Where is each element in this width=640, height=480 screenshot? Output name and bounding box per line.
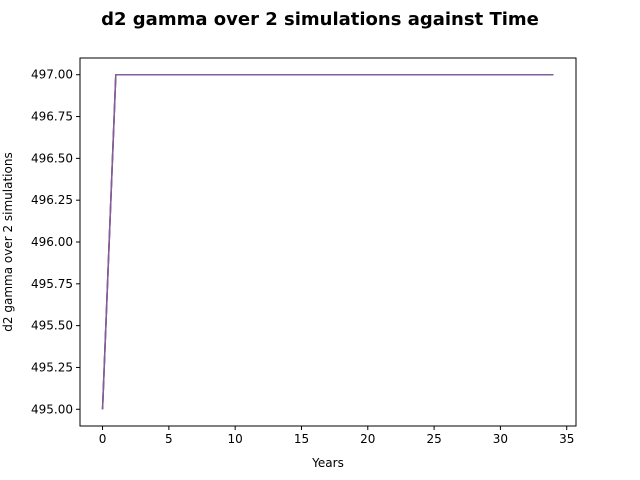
plot-frame [79,57,577,427]
y-axis-label: d2 gamma over 2 simulations [1,152,15,331]
y-tick-label: 495.75 [31,277,73,291]
y-tick-label: 496.50 [31,151,73,165]
y-tick-label: 495.25 [31,360,73,374]
x-tick-label: 30 [493,432,508,446]
y-tick-label: 495.00 [31,402,73,416]
x-tick-label: 15 [294,432,309,446]
y-tick-label: 496.75 [31,110,73,124]
series-layer [101,73,554,410]
y-tick-label: 495.50 [31,319,73,333]
y-tick-label: 497.00 [31,68,73,82]
series-line-3 [101,73,554,410]
x-axis-label: Years [311,456,344,470]
series-line-2 [101,73,554,410]
x-tick-label: 25 [426,432,441,446]
x-tick-label: 20 [360,432,375,446]
x-tick-label: 5 [165,432,173,446]
x-tick-label: 0 [99,432,107,446]
x-axis-ticks: 0 5 10 15 20 25 30 35 [99,426,574,446]
x-tick-label: 10 [228,432,243,446]
chart-title: d2 gamma over 2 simulations against Time [101,9,539,30]
y-axis-ticks: 495.00 495.25 495.50 495.75 496.00 496.25 496.… [31,68,80,416]
y-tick-label: 496.00 [31,235,73,249]
x-tick-label: 35 [559,432,574,446]
y-tick-label: 496.25 [31,193,73,207]
series-line-1 [101,73,554,410]
